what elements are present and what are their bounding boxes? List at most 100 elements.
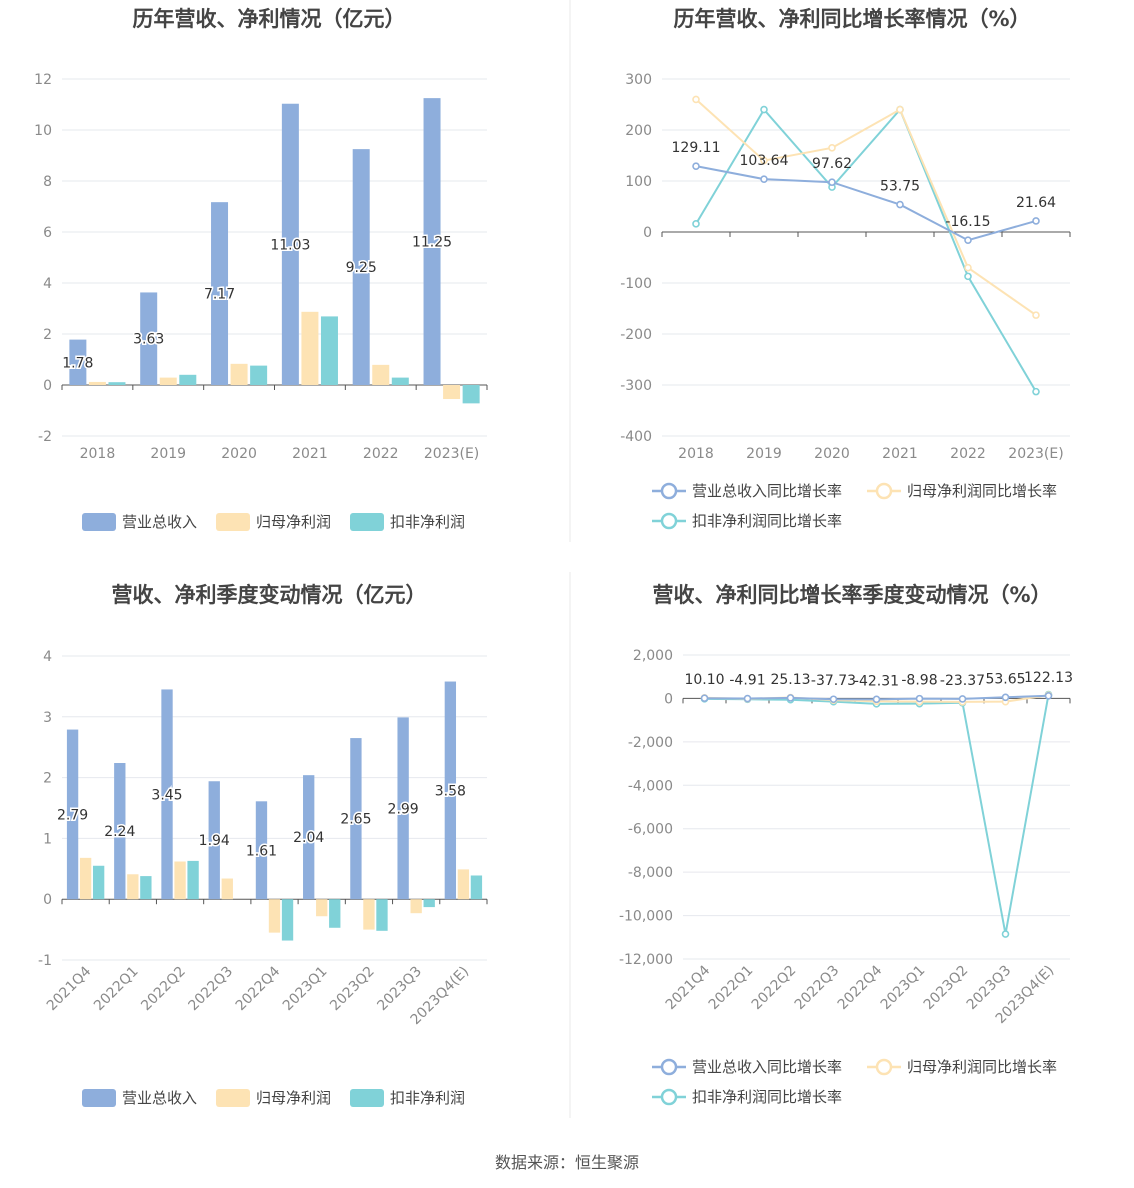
bar-series-1 [303, 775, 315, 900]
line-point-series-3 [964, 272, 972, 281]
x-tick-label: 2019 [746, 446, 782, 462]
bar-series-3 [108, 382, 126, 385]
legend-label: 归母净利润 [256, 513, 331, 531]
line-point-series-1 [692, 162, 700, 170]
bar-series-3 [423, 899, 435, 908]
bar-data-label: 2.65 [340, 812, 371, 828]
legend-label: 扣非净利润同比增长率 [692, 512, 842, 530]
line-series-2 [695, 98, 1037, 316]
x-tick-label: 2022Q1 [91, 964, 142, 1015]
bar-series-3 [462, 385, 480, 404]
legend-swatch-series-3 [350, 1089, 384, 1107]
bar-data-label: 1.78 [62, 355, 93, 371]
bar-series-2 [363, 899, 375, 930]
y-tick-label: 0 [664, 691, 673, 707]
bar-series-1 [281, 103, 299, 386]
bar-series-2 [410, 899, 422, 914]
bar-series-1 [211, 202, 229, 385]
y-tick-label: 10 [34, 123, 52, 139]
y-tick-label: -6,000 [628, 822, 673, 838]
line-point-series-1 [743, 694, 752, 703]
line-data-label: -16.15 [945, 214, 990, 230]
y-tick-label: 100 [625, 174, 652, 190]
y-tick-label: 2 [43, 327, 52, 343]
x-tick-label: 2022 [363, 446, 399, 462]
x-tick-label: 2023Q2 [921, 963, 972, 1014]
legend-marker-series-1 [660, 1058, 678, 1076]
y-tick-label: 200 [625, 123, 652, 139]
line-data-label: 21.64 [1016, 195, 1056, 211]
line-data-label: 97.62 [812, 156, 852, 172]
x-tick-label: 2022Q4 [233, 963, 284, 1014]
x-tick-label: 2022Q3 [186, 964, 237, 1015]
quarterly-revenue-profit-chart: 营收、净利季度变动情况（亿元） -1 0 1 2 3 4 2021Q42022Q12022Q2… [38, 583, 488, 1107]
bar-data-label: 1.61 [246, 843, 277, 859]
x-tick-label: 2023Q2 [327, 964, 378, 1015]
y-tick-label: -1 [38, 953, 52, 969]
bar-series-1 [69, 339, 87, 385]
bar-series-2 [230, 363, 248, 385]
data-source-note: 数据来源：恒生聚源 [495, 1153, 639, 1172]
line-point-series-1 [1001, 693, 1010, 702]
line-point-series-3 [1032, 387, 1040, 396]
quarterly-growth-rate-chart: 营收、净利同比增长率季度变动情况（%） -12,000 -10,000 -8,000 -… [619, 583, 1073, 1106]
bar-series-3 [391, 377, 409, 385]
bar-series-3 [187, 860, 199, 900]
y-tick-label: -300 [620, 378, 652, 394]
bar-data-label: 9.25 [346, 260, 377, 276]
bar-series-1 [140, 292, 158, 385]
x-tick-label: 2022Q2 [749, 963, 800, 1014]
bar-series-3 [376, 899, 388, 931]
bar-series-2 [457, 869, 470, 900]
x-tick-label: 2022Q3 [792, 963, 843, 1014]
legend-label: 归母净利润 [256, 1089, 331, 1107]
legend-label: 扣非净利润同比增长率 [692, 1088, 842, 1106]
legend-swatch-series-1 [82, 513, 116, 531]
bar-series-2 [174, 861, 186, 900]
line-point-series-1 [896, 200, 904, 209]
y-tick-label: 0 [43, 378, 52, 394]
line-data-label: 122.13 [1024, 670, 1073, 686]
y-tick-label: 300 [625, 72, 652, 88]
bar-series-3 [470, 875, 483, 900]
bar-series-1 [444, 681, 457, 900]
legend-swatch-series-1 [82, 1089, 116, 1107]
line-point-series-2 [760, 156, 768, 165]
y-tick-label: 3 [43, 710, 52, 726]
x-tick-label: 2020 [814, 446, 850, 462]
bar-data-label: 2.24 [104, 824, 135, 840]
line-point-series-1 [700, 694, 709, 703]
bar-data-label: 2.79 [57, 807, 88, 823]
y-tick-label: 1 [43, 831, 52, 847]
line-point-series-3 [760, 105, 768, 114]
y-tick-label: 12 [34, 72, 52, 88]
y-tick-label: -10,000 [619, 909, 673, 925]
bar-series-2 [316, 899, 328, 917]
line-point-series-2 [692, 95, 700, 104]
x-tick-label: 2018 [678, 446, 714, 462]
bar-data-label: 1.94 [199, 833, 230, 849]
line-series-3 [704, 694, 1050, 935]
bar-series-3 [329, 899, 341, 928]
x-tick-label: 2021Q4 [44, 963, 95, 1014]
chart-title: 营收、净利同比增长率季度变动情况（%） [652, 583, 1051, 607]
legend-swatch-series-2 [216, 513, 250, 531]
chart-title: 营收、净利季度变动情况（亿元） [112, 583, 427, 607]
y-tick-label: -100 [620, 276, 652, 292]
bar-data-label: 11.03 [270, 237, 310, 253]
line-point-series-1 [828, 178, 836, 187]
y-tick-label: -400 [620, 429, 652, 445]
chart-title: 历年营收、净利同比增长率情况（%） [673, 7, 1030, 31]
line-series-3 [695, 107, 1037, 393]
line-point-series-1 [1044, 691, 1053, 700]
line-point-series-3 [1001, 930, 1010, 938]
x-tick-label: 2022Q2 [138, 964, 189, 1015]
line-data-label: 25.13 [770, 672, 810, 688]
x-tick-label: 2020 [221, 446, 257, 462]
x-tick-label: 2019 [150, 446, 186, 462]
y-tick-label: 6 [43, 225, 52, 241]
y-tick-label: -12,000 [619, 952, 673, 968]
line-point-series-1 [915, 694, 924, 703]
line-series-1 [695, 165, 1037, 242]
